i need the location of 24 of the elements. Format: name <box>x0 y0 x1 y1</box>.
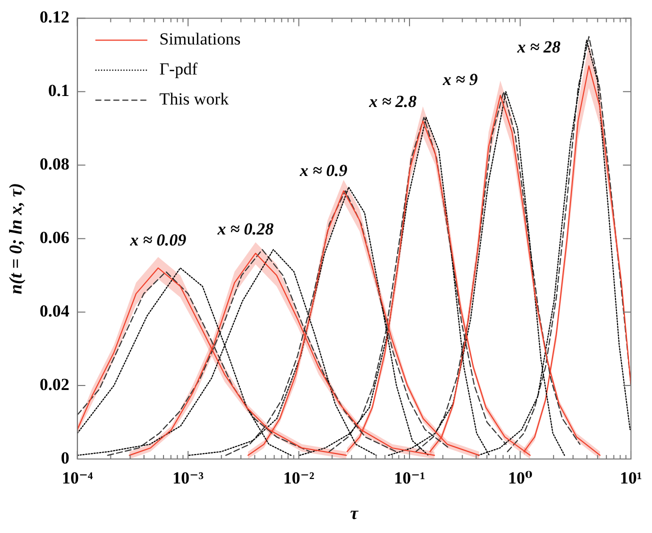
x-tick-label: 10⁰ <box>508 468 532 488</box>
y-tick-label: 0.08 <box>40 154 70 174</box>
x-axis-title: τ <box>350 502 360 523</box>
x-tick-label: 10⁻² <box>283 468 314 488</box>
y-tick-label: 0 <box>60 448 70 468</box>
y-tick-label: 0.1 <box>48 81 70 100</box>
x-tick-label: 10⁻⁴ <box>62 468 93 488</box>
annotation: x ≈ 9 <box>442 70 478 90</box>
annotation: x ≈ 0.28 <box>216 220 274 239</box>
y-axis-title: n(t = 0; ln x, τ) <box>5 182 26 294</box>
x-tick-label: 10⁻¹ <box>394 468 426 488</box>
y-tick-label: 0.06 <box>40 228 70 247</box>
legend-label: This work <box>159 90 230 109</box>
legend-label: Γ-pdf <box>159 60 198 79</box>
annotation: x ≈ 2.8 <box>368 92 418 111</box>
y-tick-label: 0.12 <box>40 8 70 27</box>
x-tick-label: 10⁻³ <box>172 468 204 488</box>
y-tick-label: 0.02 <box>40 374 70 394</box>
annotation: x ≈ 0.9 <box>298 161 348 180</box>
y-tick-label: 0.04 <box>40 301 70 320</box>
annotation: x ≈ 28 <box>516 37 562 56</box>
x-tick-label: 10¹ <box>620 468 642 488</box>
annotation: x ≈ 0.09 <box>129 230 187 250</box>
legend-label: Simulations <box>159 30 241 49</box>
